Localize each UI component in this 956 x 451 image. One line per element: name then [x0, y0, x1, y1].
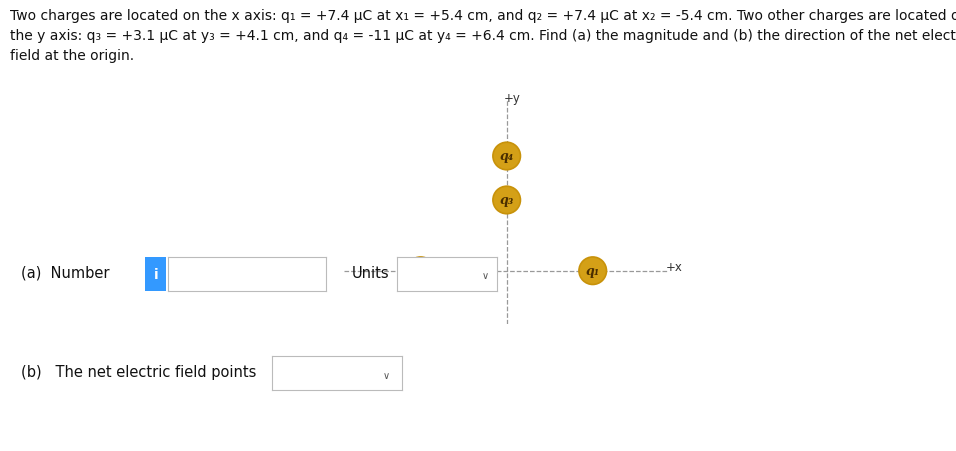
Text: Units: Units	[352, 265, 389, 281]
Text: (a)  Number: (a) Number	[21, 265, 110, 281]
Text: q₁: q₁	[586, 265, 599, 278]
Circle shape	[493, 187, 520, 214]
Circle shape	[579, 258, 606, 285]
Text: i: i	[154, 267, 158, 281]
Text: q₃: q₃	[500, 194, 513, 207]
Text: ∨: ∨	[382, 370, 390, 380]
Text: q₄: q₄	[500, 150, 513, 163]
Text: +x: +x	[665, 261, 683, 274]
Text: (b)   The net electric field points: (b) The net electric field points	[21, 364, 256, 380]
Text: ∨: ∨	[482, 271, 489, 281]
Text: Two charges are located on the x axis: q₁ = +7.4 μC at x₁ = +5.4 cm, and q₂ = +7: Two charges are located on the x axis: q…	[10, 9, 956, 63]
Text: +y: +y	[504, 92, 521, 105]
Circle shape	[493, 143, 520, 170]
Circle shape	[407, 258, 434, 285]
Text: q₂: q₂	[414, 265, 427, 278]
